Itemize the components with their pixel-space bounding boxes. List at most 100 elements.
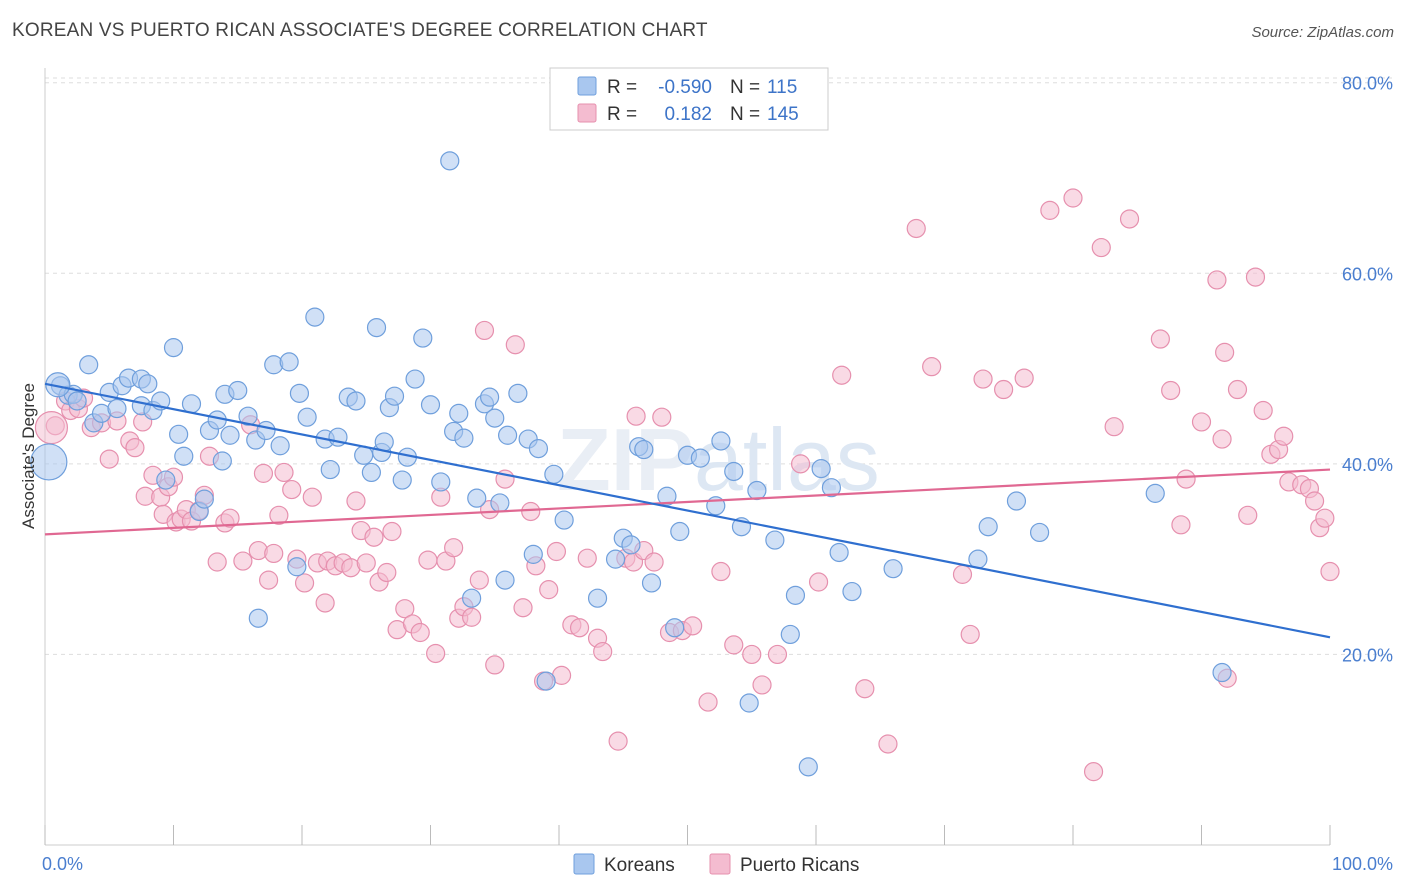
puerto-rican-point-93 bbox=[698, 692, 718, 712]
watermark-atlas: atlas bbox=[694, 410, 880, 509]
korean-point-67 bbox=[490, 493, 510, 513]
puerto-rican-point-105 bbox=[922, 357, 942, 377]
korean-point-cluster-a bbox=[30, 443, 68, 481]
puerto-rican-point-111 bbox=[1040, 200, 1060, 220]
puerto-rican-point-113 bbox=[1083, 762, 1104, 782]
korean-point-28 bbox=[228, 380, 248, 401]
puerto-rican-point-83 bbox=[608, 731, 628, 751]
puerto-rican-point-89 bbox=[652, 407, 672, 427]
puerto-rican-point-117 bbox=[1150, 329, 1170, 349]
puerto-rican-point-10 bbox=[125, 438, 145, 458]
korean-point-49 bbox=[374, 432, 394, 452]
korean-point-25 bbox=[212, 451, 232, 471]
korean-point-105 bbox=[978, 517, 998, 537]
korean-point-16 bbox=[156, 470, 176, 490]
korean-point-69 bbox=[498, 425, 518, 445]
korean-point-80 bbox=[621, 535, 641, 555]
puerto-rican-point-51 bbox=[377, 562, 397, 583]
korean-point-103 bbox=[883, 559, 903, 579]
y-tick-label-2: 60.0% bbox=[1342, 264, 1393, 284]
korean-point-107 bbox=[1029, 522, 1050, 543]
x-tick-label-end: 100.0% bbox=[1332, 854, 1393, 874]
puerto-rican-point-cluster bbox=[34, 411, 69, 445]
korean-point-96 bbox=[780, 624, 800, 645]
korean-point-95 bbox=[765, 530, 785, 550]
legend-n-label-0: N = bbox=[730, 77, 760, 98]
korean-point-101 bbox=[829, 542, 849, 563]
korean-point-94 bbox=[747, 480, 767, 501]
puerto-rican-point-102 bbox=[855, 679, 875, 699]
korean-point-109 bbox=[1212, 662, 1232, 683]
korean-point-57 bbox=[431, 472, 451, 492]
korean-point-32 bbox=[256, 420, 276, 441]
puerto-rican-point-107 bbox=[960, 624, 980, 645]
korean-point-52 bbox=[392, 470, 412, 490]
bottom-legend-swatch-koreans bbox=[573, 853, 595, 875]
chart-source: Source: ZipAtlas.com bbox=[1251, 24, 1394, 41]
korean-point-39 bbox=[305, 307, 325, 327]
puerto-rican-point-33 bbox=[264, 543, 284, 564]
korean-point-17 bbox=[163, 338, 184, 358]
legend-n-value-0: 115 bbox=[767, 77, 797, 98]
puerto-rican-trend-line bbox=[44, 468, 1331, 536]
puerto-rican-point-110 bbox=[1014, 368, 1034, 388]
korean-point-27 bbox=[220, 425, 240, 445]
puerto-rican-point-65 bbox=[469, 570, 489, 590]
korean-point-104 bbox=[968, 549, 988, 569]
puerto-rican-point-57 bbox=[418, 550, 438, 570]
puerto-rican-point-114 bbox=[1091, 237, 1111, 258]
puerto-rican-point-25 bbox=[207, 552, 227, 572]
korean-point-35 bbox=[279, 352, 299, 372]
puerto-rican-point-119 bbox=[1171, 515, 1191, 535]
legend-r-value-0: -0.590 bbox=[658, 77, 712, 98]
series-legend: Koreans Puerto Ricans bbox=[573, 853, 859, 876]
korean-point-36 bbox=[287, 557, 307, 577]
korean-point-75 bbox=[544, 464, 564, 484]
korean-point-20 bbox=[181, 394, 202, 414]
legend-swatch-puerto-ricans bbox=[577, 103, 597, 123]
korean-point-31 bbox=[248, 608, 268, 628]
puerto-rican-point-41 bbox=[315, 593, 335, 613]
korean-point-70 bbox=[508, 383, 528, 403]
korean-point-58 bbox=[440, 151, 460, 171]
korean-trend-line bbox=[44, 382, 1331, 639]
korean-point-55 bbox=[413, 328, 433, 348]
korean-point-54 bbox=[405, 369, 425, 389]
puerto-rican-point-48 bbox=[356, 553, 376, 573]
puerto-rican-point-127 bbox=[1238, 505, 1258, 525]
puerto-rican-point-49 bbox=[364, 527, 384, 547]
legend-n-value-1: 145 bbox=[767, 104, 799, 125]
puerto-rican-point-36 bbox=[282, 479, 302, 500]
puerto-rican-point-132 bbox=[1274, 426, 1294, 446]
puerto-rican-point-123 bbox=[1212, 429, 1232, 449]
puerto-rican-point-124 bbox=[1215, 342, 1235, 362]
korean-point-65 bbox=[480, 387, 500, 407]
puerto-rican-point-94 bbox=[711, 561, 731, 582]
puerto-rican-point-68 bbox=[485, 655, 505, 675]
puerto-rican-point-118 bbox=[1161, 380, 1181, 401]
korean-point-41 bbox=[320, 459, 340, 480]
puerto-rican-point-139 bbox=[1320, 561, 1340, 582]
puerto-rican-point-106 bbox=[952, 564, 973, 584]
puerto-rican-point-80 bbox=[577, 548, 597, 568]
puerto-rican-point-112 bbox=[1063, 188, 1083, 208]
correlation-legend: R = -0.590 N = 115 R = 0.182 N = 145 bbox=[549, 67, 829, 131]
puerto-rican-point-101 bbox=[832, 365, 852, 385]
puerto-rican-point-100 bbox=[808, 572, 829, 592]
y-tick-label-1: 40.0% bbox=[1342, 455, 1393, 475]
korean-point-74 bbox=[536, 671, 556, 691]
korean-point-34 bbox=[270, 436, 290, 456]
korean-point-68 bbox=[495, 570, 515, 590]
legend-n-label-1: N = bbox=[730, 104, 760, 125]
puerto-rican-point-116 bbox=[1119, 209, 1140, 229]
puerto-rican-point-128 bbox=[1245, 267, 1266, 287]
puerto-rican-point-72 bbox=[521, 501, 541, 522]
korean-point-98 bbox=[798, 757, 818, 777]
y-tick-label-0: 20.0% bbox=[1342, 645, 1393, 665]
y-axis-label: Associate's Degree bbox=[19, 383, 38, 529]
puerto-rican-point-38 bbox=[294, 573, 315, 593]
korean-point-47 bbox=[366, 317, 387, 338]
legend-swatch-koreans bbox=[577, 76, 597, 96]
korean-point-91 bbox=[724, 461, 744, 482]
puerto-rican-point-75 bbox=[539, 580, 559, 600]
